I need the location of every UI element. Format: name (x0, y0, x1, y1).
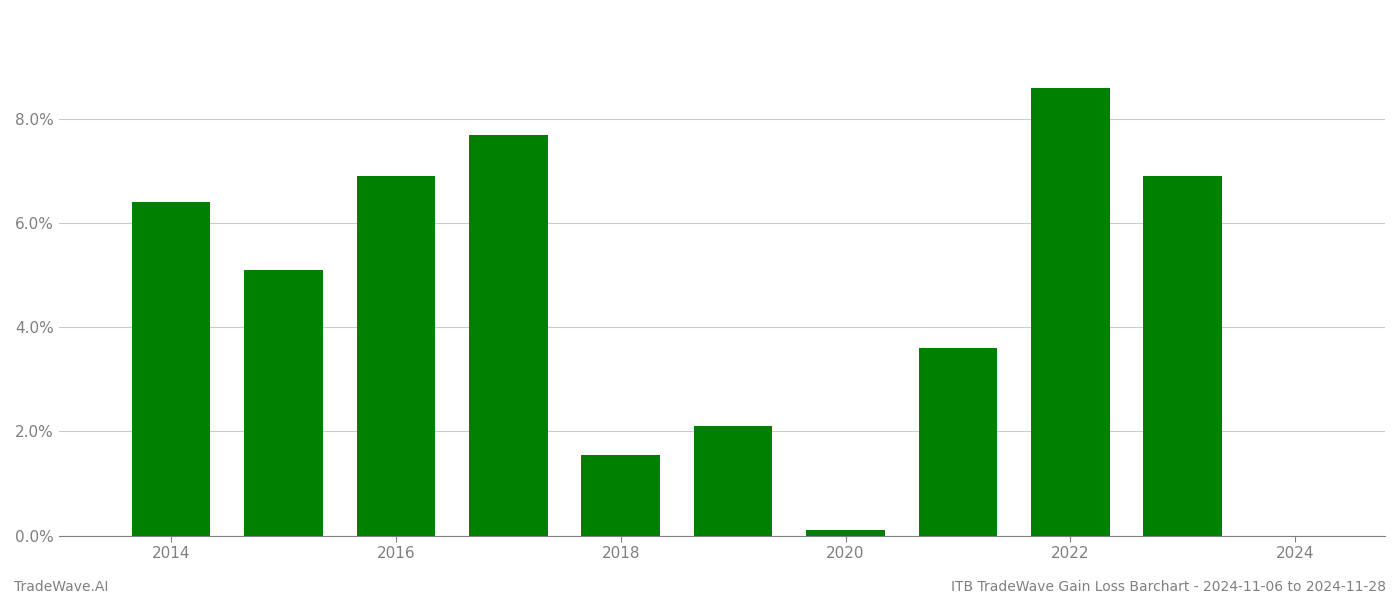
Bar (357, 176, 435, 536)
Bar (694, 426, 773, 536)
Bar (132, 202, 210, 536)
Bar (469, 135, 547, 536)
Bar (581, 455, 659, 536)
Bar (918, 348, 997, 536)
Bar (806, 530, 885, 536)
Bar (1030, 88, 1110, 536)
Text: ITB TradeWave Gain Loss Barchart - 2024-11-06 to 2024-11-28: ITB TradeWave Gain Loss Barchart - 2024-… (951, 580, 1386, 594)
Bar (1144, 176, 1222, 536)
Bar (244, 270, 323, 536)
Text: TradeWave.AI: TradeWave.AI (14, 580, 108, 594)
